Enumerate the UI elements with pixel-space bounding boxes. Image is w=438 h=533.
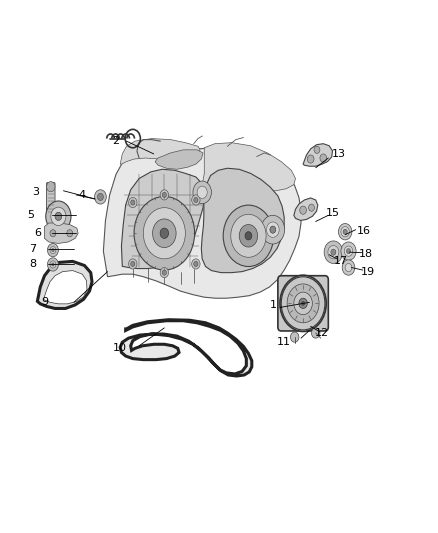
Circle shape [162, 270, 166, 275]
Text: 12: 12 [315, 328, 329, 338]
Text: 16: 16 [357, 225, 371, 236]
Circle shape [314, 146, 320, 154]
Text: 1: 1 [270, 300, 277, 310]
Circle shape [194, 261, 198, 266]
Polygon shape [120, 320, 252, 376]
Text: 15: 15 [325, 208, 339, 218]
Circle shape [290, 332, 299, 342]
Circle shape [346, 248, 350, 254]
Circle shape [287, 284, 319, 323]
Polygon shape [103, 141, 301, 298]
Circle shape [46, 182, 55, 192]
FancyBboxPatch shape [46, 183, 55, 215]
Circle shape [266, 222, 279, 237]
Circle shape [160, 228, 169, 238]
Circle shape [192, 195, 200, 205]
Circle shape [134, 196, 194, 270]
Circle shape [143, 208, 185, 259]
Text: 4: 4 [79, 190, 86, 200]
Circle shape [341, 242, 356, 260]
Text: 11: 11 [277, 337, 291, 347]
Circle shape [331, 249, 336, 255]
Text: 10: 10 [113, 343, 127, 353]
Circle shape [328, 246, 339, 259]
Circle shape [51, 207, 66, 225]
Circle shape [50, 230, 56, 237]
Circle shape [52, 263, 54, 266]
Circle shape [307, 155, 314, 163]
Polygon shape [120, 139, 200, 164]
Text: 3: 3 [32, 187, 39, 197]
Circle shape [46, 201, 71, 232]
Circle shape [301, 301, 305, 305]
Circle shape [300, 206, 307, 214]
Text: 18: 18 [359, 249, 373, 259]
Circle shape [162, 192, 166, 197]
Circle shape [339, 223, 352, 240]
Circle shape [47, 258, 58, 271]
Polygon shape [37, 261, 92, 309]
Polygon shape [202, 143, 296, 199]
FancyBboxPatch shape [278, 276, 328, 331]
Circle shape [311, 328, 320, 338]
Text: 6: 6 [34, 228, 41, 238]
Circle shape [129, 197, 137, 208]
Circle shape [47, 244, 58, 257]
Polygon shape [303, 144, 332, 166]
Circle shape [223, 205, 274, 266]
Circle shape [341, 227, 350, 237]
Circle shape [194, 197, 198, 203]
Circle shape [345, 263, 352, 272]
Polygon shape [44, 271, 87, 304]
Circle shape [239, 224, 258, 247]
Circle shape [52, 248, 54, 252]
Text: 13: 13 [332, 149, 346, 159]
Circle shape [308, 204, 314, 211]
Circle shape [95, 190, 106, 204]
Circle shape [152, 219, 176, 247]
Text: 8: 8 [30, 259, 37, 269]
Circle shape [299, 298, 307, 309]
Circle shape [270, 226, 276, 233]
Text: 5: 5 [28, 211, 35, 220]
Circle shape [131, 200, 135, 205]
Circle shape [160, 268, 169, 278]
Circle shape [344, 246, 353, 256]
Polygon shape [121, 169, 204, 269]
Circle shape [131, 261, 135, 266]
Circle shape [55, 212, 62, 221]
Circle shape [343, 229, 347, 235]
Circle shape [342, 260, 355, 275]
Circle shape [98, 193, 103, 200]
Text: 7: 7 [30, 244, 37, 254]
Circle shape [281, 277, 325, 330]
Circle shape [197, 186, 207, 198]
Text: 9: 9 [41, 297, 48, 308]
Circle shape [50, 247, 56, 254]
Polygon shape [294, 198, 318, 221]
Circle shape [193, 181, 212, 204]
Circle shape [192, 259, 200, 269]
Polygon shape [155, 150, 203, 169]
Circle shape [324, 241, 343, 263]
Text: 19: 19 [361, 266, 375, 277]
Circle shape [160, 190, 169, 200]
Circle shape [67, 230, 73, 237]
Text: 2: 2 [113, 136, 120, 146]
Circle shape [261, 215, 285, 244]
Circle shape [294, 292, 312, 314]
Circle shape [231, 214, 266, 257]
Circle shape [245, 232, 252, 240]
Polygon shape [201, 168, 284, 273]
Circle shape [129, 259, 137, 269]
Circle shape [280, 275, 326, 332]
Circle shape [50, 261, 56, 268]
Polygon shape [45, 223, 78, 244]
Text: 17: 17 [334, 256, 348, 266]
Circle shape [320, 154, 327, 162]
